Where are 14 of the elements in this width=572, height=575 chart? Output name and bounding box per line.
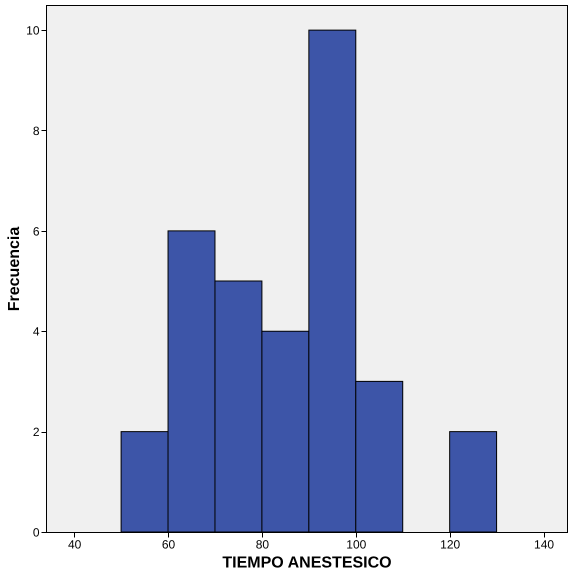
x-tick-label: 80 xyxy=(256,538,270,552)
x-axis-title: TIEMPO ANESTESICO xyxy=(222,554,392,572)
x-tick-label: 100 xyxy=(346,538,367,552)
y-tick-label: 6 xyxy=(32,224,40,238)
y-tick-label: 0 xyxy=(32,526,40,540)
x-tick-label: 40 xyxy=(68,538,82,552)
y-axis-title: Frecuencia xyxy=(6,226,24,312)
y-tick-label: 8 xyxy=(32,124,40,138)
y-tick-label: 2 xyxy=(32,425,40,440)
y-tick-label: 10 xyxy=(26,24,40,38)
x-tick-label: 60 xyxy=(162,538,176,552)
x-tick-label: 140 xyxy=(534,538,554,552)
x-tick-label: 120 xyxy=(440,538,460,552)
y-tick-label: 4 xyxy=(32,324,40,339)
